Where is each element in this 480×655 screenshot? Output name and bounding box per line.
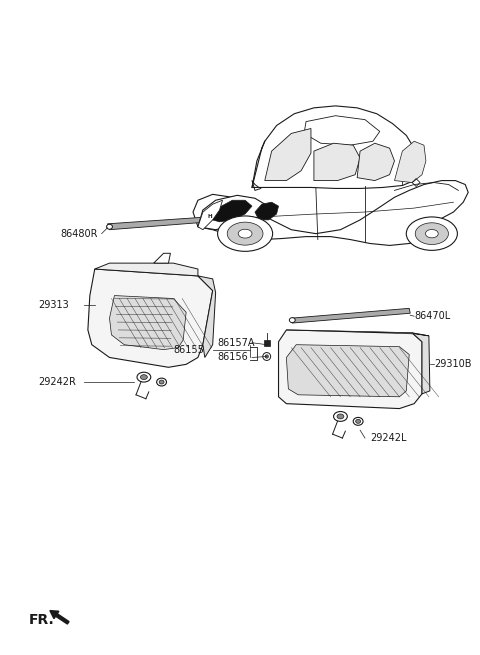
Polygon shape <box>314 143 360 181</box>
Ellipse shape <box>227 222 263 245</box>
Polygon shape <box>198 195 275 230</box>
Ellipse shape <box>137 372 151 382</box>
Polygon shape <box>278 330 422 409</box>
Ellipse shape <box>425 229 438 238</box>
Polygon shape <box>255 202 278 220</box>
Ellipse shape <box>406 217 457 250</box>
Polygon shape <box>108 217 210 230</box>
Ellipse shape <box>337 414 344 419</box>
Polygon shape <box>252 106 419 189</box>
Ellipse shape <box>156 378 167 386</box>
FancyArrow shape <box>50 610 69 624</box>
Polygon shape <box>291 309 410 323</box>
Text: FR.: FR. <box>29 613 55 627</box>
Polygon shape <box>109 295 186 350</box>
Text: 29313: 29313 <box>39 301 70 310</box>
Text: 86157A: 86157A <box>217 338 255 348</box>
Ellipse shape <box>415 223 448 244</box>
Text: 29310B: 29310B <box>434 360 471 369</box>
Polygon shape <box>198 276 216 358</box>
Ellipse shape <box>353 417 363 425</box>
Ellipse shape <box>263 352 271 360</box>
Polygon shape <box>95 263 198 276</box>
Polygon shape <box>193 181 468 246</box>
Text: 29242L: 29242L <box>370 433 407 443</box>
Ellipse shape <box>217 216 273 252</box>
Text: 86480R: 86480R <box>60 229 98 238</box>
Ellipse shape <box>356 419 360 423</box>
Ellipse shape <box>159 380 164 384</box>
Ellipse shape <box>334 411 348 421</box>
Ellipse shape <box>141 375 147 380</box>
Text: 29242R: 29242R <box>39 377 77 387</box>
Polygon shape <box>154 253 170 263</box>
Polygon shape <box>287 345 409 397</box>
Polygon shape <box>412 333 430 394</box>
Polygon shape <box>395 141 426 183</box>
Polygon shape <box>357 143 395 181</box>
Polygon shape <box>287 330 429 336</box>
Polygon shape <box>304 116 380 145</box>
Ellipse shape <box>107 224 112 229</box>
Ellipse shape <box>289 318 295 322</box>
Ellipse shape <box>238 229 252 238</box>
Text: 86156: 86156 <box>217 352 248 362</box>
Text: 86155: 86155 <box>173 345 204 354</box>
Text: H: H <box>207 214 212 219</box>
Polygon shape <box>265 128 311 181</box>
Polygon shape <box>88 269 213 367</box>
Polygon shape <box>198 200 223 230</box>
Polygon shape <box>213 200 252 222</box>
Text: 86470L: 86470L <box>414 311 450 321</box>
Ellipse shape <box>265 355 268 358</box>
